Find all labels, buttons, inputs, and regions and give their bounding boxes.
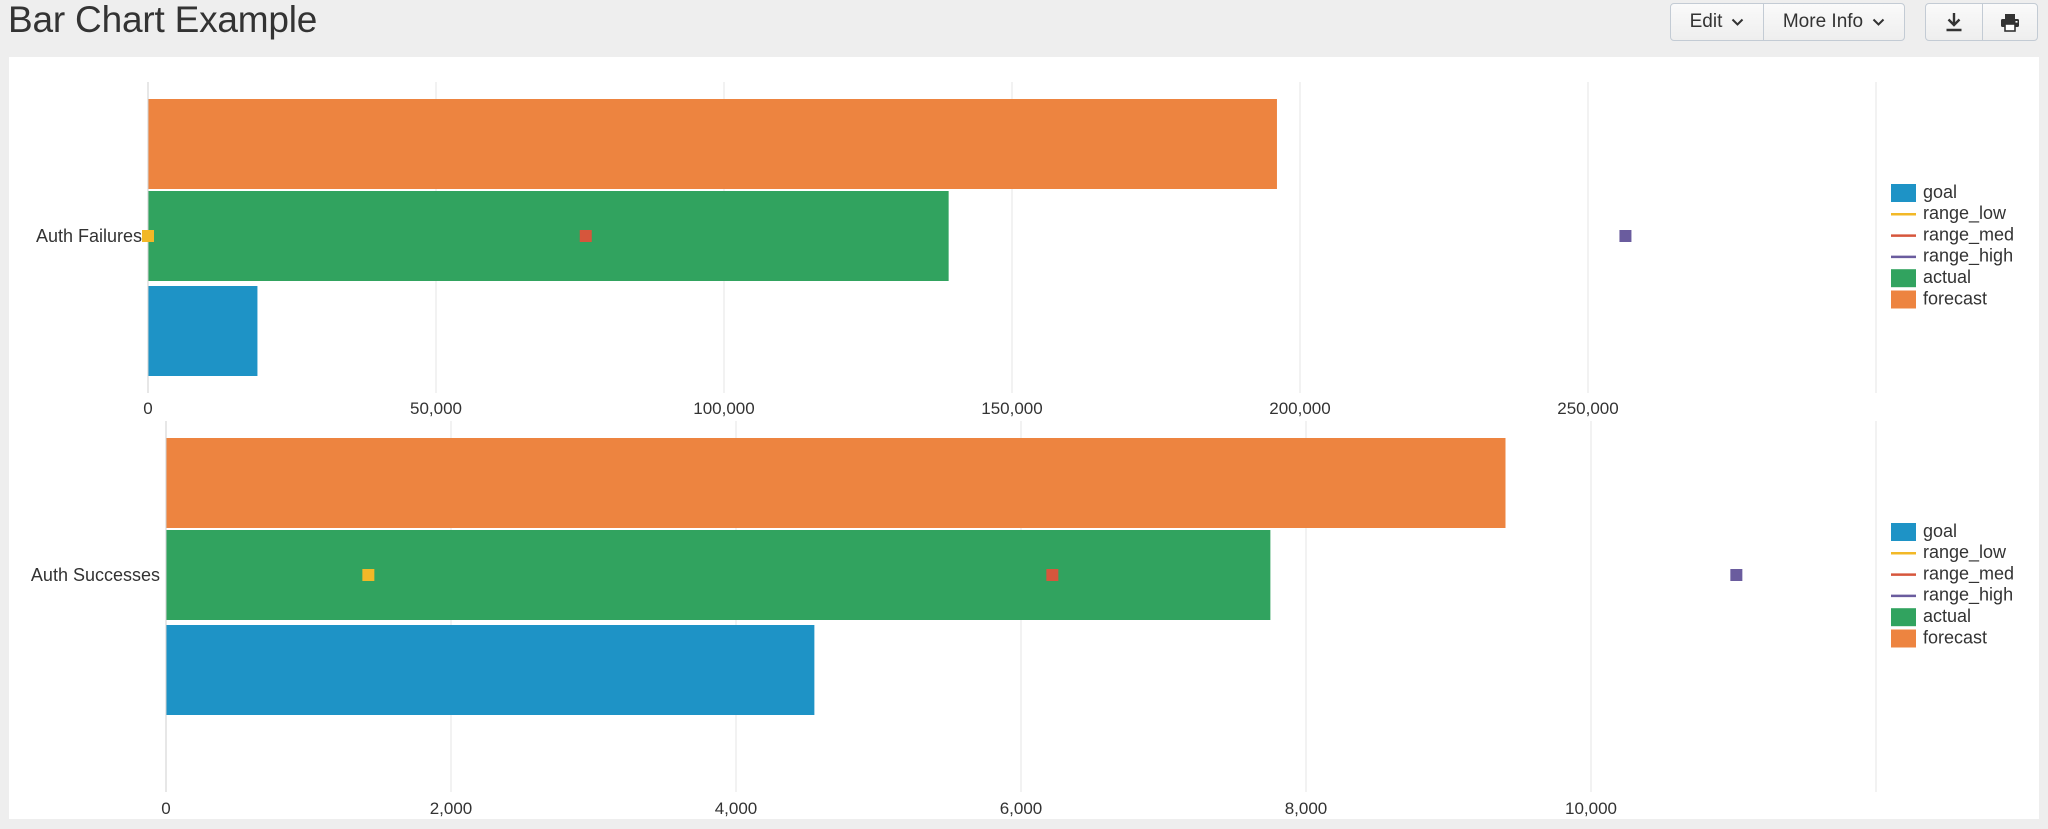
bar-forecast [148, 99, 1277, 189]
legend-label-forecast: forecast [1923, 288, 1987, 308]
legend-label-range_med: range_med [1923, 224, 2014, 245]
dashboard-panel: Auth Failures 0 50,000 100,000 150,000 200,00… [9, 57, 2039, 819]
edit-button-label: Edit [1689, 11, 1723, 32]
more-info-button[interactable]: More Info [1763, 4, 1904, 40]
x-tick-label: 150,000 [981, 399, 1042, 418]
x-tick-label: 0 [161, 799, 170, 818]
bar-goal [148, 286, 258, 376]
legend-label-range_low: range_low [1923, 542, 2007, 563]
x-tick-label: 0 [143, 399, 152, 418]
x-tick-label: 6,000 [1000, 799, 1043, 818]
marker-range_high [1730, 569, 1743, 581]
legend-swatch-goal [1891, 523, 1916, 541]
category-label: Auth Successes [31, 565, 160, 585]
x-tick-label: 250,000 [1557, 399, 1618, 418]
x-tick-label: 100,000 [693, 399, 754, 418]
legend-label-forecast: forecast [1923, 627, 1987, 647]
print-button[interactable] [1982, 4, 2037, 40]
download-icon [1945, 12, 1963, 32]
legend-label-range_med: range_med [1923, 563, 2014, 584]
printer-icon [2000, 13, 2020, 32]
chevron-down-icon [1872, 18, 1885, 27]
legend-label-actual: actual [1923, 606, 1971, 626]
actions-button-group: Edit More Info [1670, 3, 1905, 41]
bar-chart-auth-successes: Auth Successes 0 2,000 4,000 6,000 8,000 10,00… [31, 421, 2014, 818]
marker-range_med [1046, 569, 1059, 581]
legend-label-actual: actual [1923, 267, 1971, 287]
bar-actual [148, 191, 949, 281]
marker-range_med [579, 230, 592, 242]
bar-actual [166, 530, 1271, 620]
legend-label-range_low: range_low [1923, 203, 2007, 224]
edit-button[interactable]: Edit [1671, 4, 1763, 40]
marker-range_high [1619, 230, 1632, 242]
x-tick-label: 10,000 [1565, 799, 1617, 818]
legend-label-range_high: range_high [1923, 246, 2013, 267]
x-tick-label: 2,000 [430, 799, 473, 818]
more-info-button-label: More Info [1782, 11, 1864, 32]
page-title: Bar Chart Example [8, 0, 318, 40]
x-tick-label: 200,000 [1269, 399, 1330, 418]
download-button[interactable] [1926, 4, 1982, 40]
legend-swatch-actual [1891, 269, 1916, 288]
legend-swatch-forecast [1891, 629, 1916, 648]
export-button-group [1925, 3, 2038, 41]
x-tick-label: 4,000 [715, 799, 758, 818]
bar-forecast [166, 438, 1506, 528]
marker-range_low [142, 230, 154, 242]
category-label: Auth Failures [36, 226, 142, 246]
bar-chart-auth-failures: Auth Failures 0 50,000 100,000 150,000 200,00… [36, 82, 2014, 418]
legend-swatch-forecast [1891, 290, 1916, 309]
marker-range_low [362, 569, 375, 581]
legend-label-range_high: range_high [1923, 585, 2013, 606]
chevron-down-icon [1731, 18, 1744, 27]
legend-label-goal: goal [1923, 182, 1957, 202]
x-tick-label: 50,000 [410, 399, 462, 418]
bar-goal [166, 625, 815, 715]
legend-swatch-actual [1891, 608, 1916, 627]
legend-swatch-goal [1891, 184, 1916, 202]
legend-label-goal: goal [1923, 521, 1957, 541]
x-tick-label: 8,000 [1285, 799, 1328, 818]
